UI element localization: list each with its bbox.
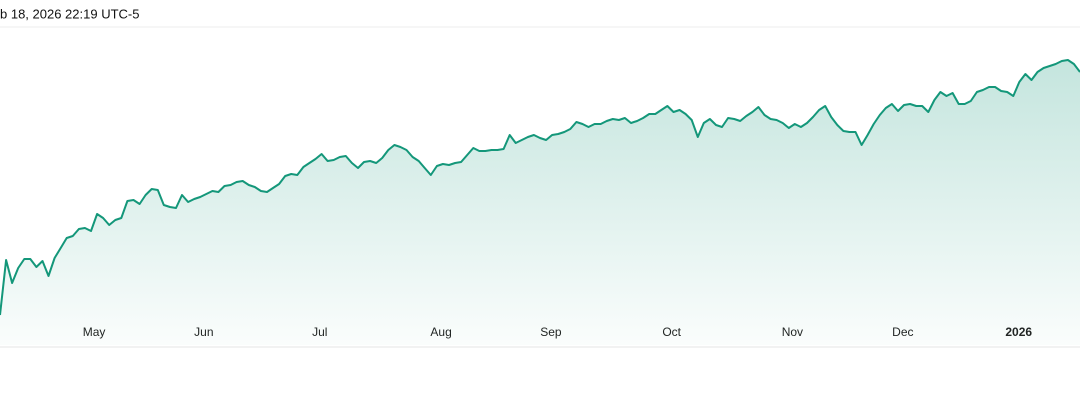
price-line bbox=[0, 59, 1080, 316]
chart-title: b 18, 2026 22:19 UTC-5 bbox=[0, 6, 139, 21]
area-fill bbox=[0, 60, 1080, 345]
